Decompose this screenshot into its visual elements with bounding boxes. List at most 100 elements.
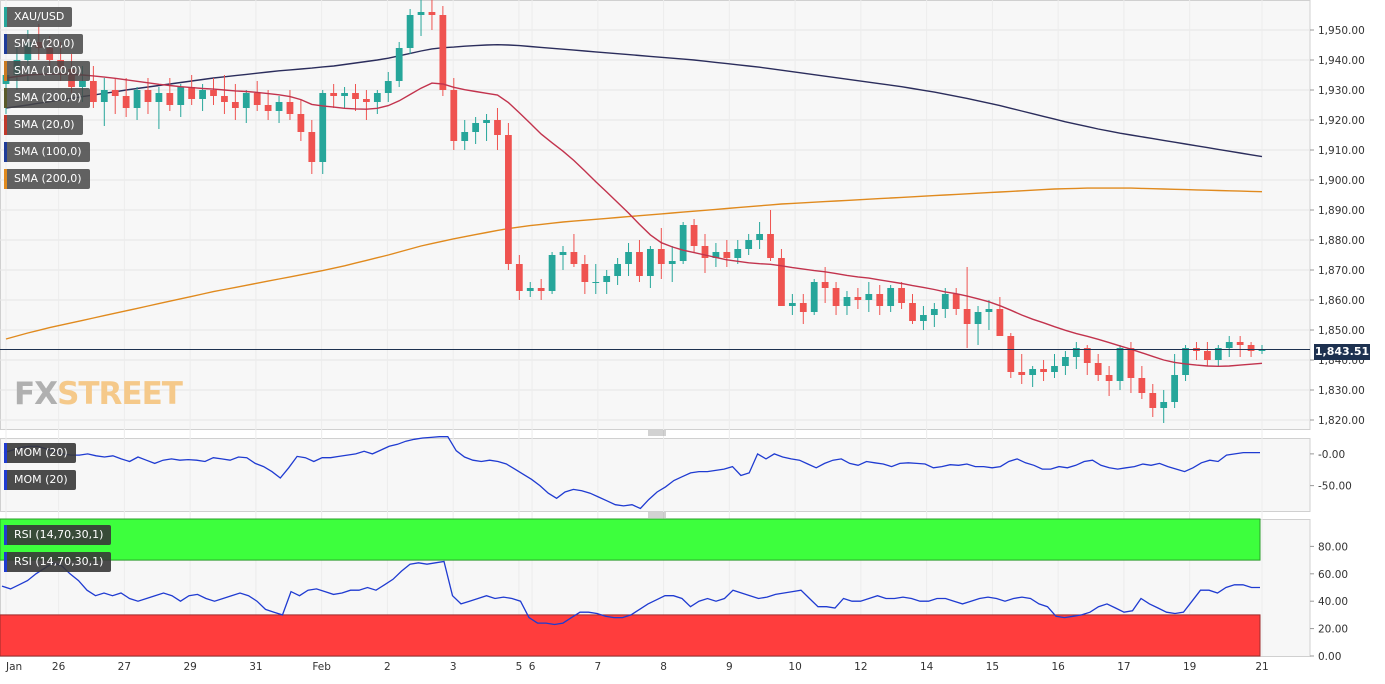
rsi-tick-label: 80.00: [1318, 541, 1348, 553]
symbol-color-bar: [4, 7, 7, 27]
candle-body: [974, 312, 982, 324]
rsi-badge-label: RSI (14,70,30,1): [14, 528, 104, 541]
sma-badge[interactable]: SMA (200,0): [4, 169, 90, 189]
symbol-badge[interactable]: XAU/USD: [4, 7, 73, 27]
time-tick-label: 6: [529, 661, 536, 673]
candle-body: [428, 12, 436, 15]
mom-color-bar: [4, 443, 7, 463]
candle-body: [690, 225, 698, 246]
candle-body: [242, 93, 250, 108]
candle-body: [1007, 336, 1015, 372]
sma-badge-label: SMA (200,0): [14, 172, 82, 185]
candle-body: [526, 288, 534, 291]
candle-body: [406, 15, 414, 48]
rsi-badge[interactable]: RSI (14,70,30,1): [4, 552, 112, 572]
candle-body: [352, 93, 359, 99]
candle-body: [144, 90, 152, 102]
candle-body: [1062, 357, 1069, 366]
sma-badge-label: SMA (200,0): [14, 91, 82, 104]
time-tick-label: 29: [183, 661, 196, 673]
time-tick-label: Feb: [312, 661, 331, 673]
sma-badge-label: SMA (100,0): [14, 64, 82, 77]
time-tick-label: 21: [1255, 661, 1268, 673]
candle-body: [1105, 375, 1113, 381]
candle-body: [461, 132, 469, 141]
mom-badge[interactable]: MOM (20): [4, 443, 76, 463]
sma-badge[interactable]: SMA (100,0): [4, 61, 90, 81]
candle-body: [745, 240, 753, 249]
candle-body: [494, 120, 501, 135]
candle-body: [1204, 351, 1211, 360]
candle-body: [1072, 348, 1080, 357]
candle-body: [1138, 378, 1146, 393]
candle-body: [188, 87, 196, 99]
candle-body: [395, 48, 403, 81]
time-tick-label: Jan: [5, 661, 22, 673]
price-tick-label: 1,940.00: [1318, 55, 1365, 67]
candle-body: [559, 252, 567, 255]
candle-body: [799, 303, 807, 312]
rsi-badge[interactable]: RSI (14,70,30,1): [4, 525, 112, 545]
time-tick-label: 14: [920, 661, 934, 673]
time-tick-label: 17: [1117, 661, 1130, 673]
candle-body: [701, 246, 709, 258]
candle-body: [668, 261, 676, 264]
candle-body: [1051, 366, 1058, 372]
candle-body: [963, 309, 971, 324]
candle-body: [657, 249, 665, 264]
candle-body: [876, 294, 884, 306]
price-tick-label: 1,920.00: [1318, 115, 1365, 127]
candle-body: [177, 87, 185, 105]
mom-badge[interactable]: MOM (20): [4, 470, 76, 490]
candle-body: [363, 99, 370, 102]
candle-body: [1040, 369, 1047, 372]
sma-badge[interactable]: SMA (200,0): [4, 88, 90, 108]
rsi-overbought-band: [0, 518, 1261, 561]
mom-panel-frame: [0, 438, 1311, 512]
time-tick-label: 31: [249, 661, 262, 673]
candle-body: [996, 309, 1004, 336]
candle-body: [952, 294, 960, 309]
candle-body: [909, 303, 916, 321]
sma-badge[interactable]: SMA (20,0): [4, 115, 83, 135]
price-tick-label: 1,860.00: [1318, 295, 1365, 307]
candle-body: [330, 93, 338, 96]
candle-body: [122, 96, 130, 108]
candle-body: [79, 81, 86, 87]
candle-body: [275, 102, 283, 111]
candle-body: [1127, 348, 1135, 378]
candle-body: [941, 294, 949, 309]
mom-color-bar: [4, 470, 7, 490]
candle-body: [537, 288, 545, 291]
candle-body: [854, 297, 862, 300]
candle-body: [308, 132, 316, 162]
candle-body: [1236, 342, 1244, 345]
time-tick-label: 9: [726, 661, 733, 673]
sma-color-bar: [4, 169, 7, 189]
candle-body: [286, 102, 294, 114]
rsi-tick-label: 0.00: [1318, 651, 1341, 663]
candle-body: [832, 288, 840, 306]
candle-body: [264, 105, 272, 111]
time-tick-label: 3: [450, 661, 457, 673]
candle-body: [865, 294, 873, 300]
candle-body: [1094, 363, 1102, 375]
candle-body: [483, 120, 490, 123]
candle-body: [515, 264, 523, 291]
candle-body: [450, 90, 458, 141]
candle-body: [297, 114, 305, 132]
candle-body: [614, 264, 622, 276]
time-tick-label: 16: [1051, 661, 1065, 673]
candle-body: [133, 90, 141, 108]
candle-body: [548, 255, 556, 291]
sma-badge[interactable]: SMA (100,0): [4, 142, 90, 162]
sma-badge[interactable]: SMA (20,0): [4, 34, 83, 54]
logo-fx: FX: [14, 376, 58, 412]
candle-body: [417, 12, 425, 15]
price-tick-label: 1,930.00: [1318, 85, 1365, 97]
candle-body: [788, 303, 796, 306]
candle-body: [111, 90, 119, 96]
time-tick-label: 15: [986, 661, 999, 673]
